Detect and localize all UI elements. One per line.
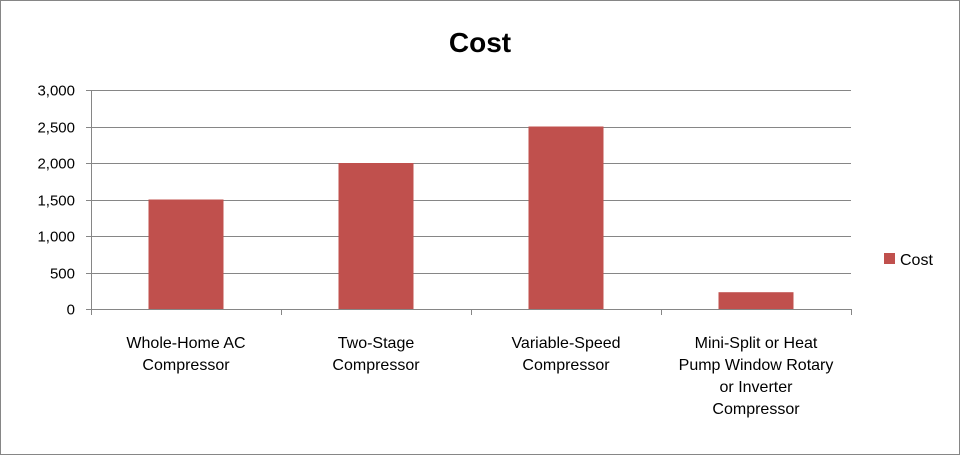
y-axis: 0 500 1,000 1,500 2,000 2,500 3,000 (37, 83, 92, 319)
legend-swatch (884, 253, 895, 264)
legend: Cost (884, 252, 933, 269)
x-tick-label-line: Variable-Speed (511, 335, 620, 352)
bar (528, 126, 604, 309)
y-tick-label: 500 (50, 266, 75, 283)
x-tick-label-line: or Inverter (720, 379, 794, 396)
y-tick-label: 1,500 (37, 193, 75, 210)
x-tick-label-line: Compressor (712, 401, 800, 418)
x-tick-label-line: Two-Stage (338, 335, 415, 352)
x-tick-label-line: Compressor (522, 357, 610, 374)
x-tick-label: Variable-Speed Compressor (511, 335, 620, 374)
x-tick-label-line: Whole-Home AC (126, 335, 245, 352)
x-tick-label: Whole-Home AC Compressor (126, 335, 245, 374)
x-tick-label-line: Pump Window Rotary (679, 357, 834, 374)
x-tick-label: Two-Stage Compressor (332, 335, 420, 374)
x-tick-label-line: Mini-Split or Heat (695, 335, 818, 352)
x-tick-label: Mini-Split or Heat Pump Window Rotary or I… (679, 335, 834, 418)
x-axis: Whole-Home AC Compressor Two-Stage Compress… (91, 309, 852, 418)
bars (148, 126, 794, 309)
legend-label: Cost (900, 252, 933, 269)
x-tick-label-line: Compressor (332, 357, 420, 374)
y-tick-label: 2,500 (37, 120, 75, 137)
chart-title: Cost (449, 27, 511, 58)
y-tick-label: 3,000 (37, 83, 75, 100)
bar (718, 292, 794, 309)
x-tick-label-line: Compressor (142, 357, 230, 374)
y-tick-label: 1,000 (37, 229, 75, 246)
bar (338, 163, 414, 309)
y-tick-label: 0 (67, 302, 75, 319)
bar (148, 199, 224, 309)
y-tick-label: 2,000 (37, 156, 75, 173)
